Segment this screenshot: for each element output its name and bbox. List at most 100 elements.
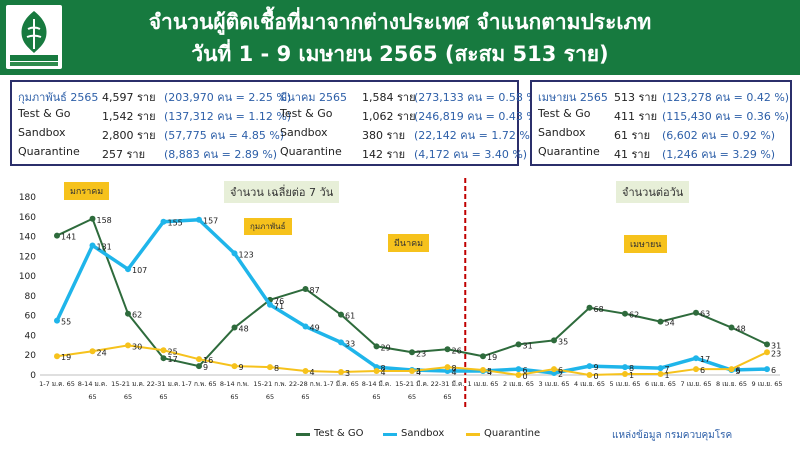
summary-label: Sandbox <box>538 126 586 139</box>
data-label-tg: 48 <box>239 325 249 334</box>
month-label-apr: เมษายน <box>624 235 668 253</box>
data-label-sb: 6 <box>523 366 528 375</box>
data-label-tg: 63 <box>700 310 710 319</box>
month-label-mar: มีนาคม <box>388 234 430 252</box>
x-tick-label: 1 เม.ย. 65 <box>468 380 499 388</box>
data-label-tg: 17 <box>168 355 178 364</box>
data-point-tg <box>125 310 131 317</box>
data-point-qt <box>693 366 699 373</box>
legend-swatch-test-go <box>296 433 310 436</box>
data-label-tg: 87 <box>310 286 320 295</box>
page-subtitle: วันที่ 1 - 9 เมษายน 2565 (สะสม 513 ราย) <box>191 42 609 66</box>
data-point-sb <box>764 366 770 373</box>
summary-count: 411 ราย <box>614 110 658 123</box>
data-point-qt <box>373 368 380 375</box>
y-tick-label: 20 <box>25 351 37 361</box>
legend-test-go: Test & GO <box>314 428 364 439</box>
data-label-tg: 61 <box>345 312 355 321</box>
data-point-sb <box>515 366 522 373</box>
data-label-qt: 6 <box>736 366 741 375</box>
y-tick-label: 0 <box>30 371 36 381</box>
summary-count: 513 ราย <box>614 91 658 104</box>
data-point-qt <box>196 356 202 363</box>
weekly-average-label: จำนวน เฉลี่ยต่อ 7 วัน <box>224 181 340 203</box>
data-label-tg: 23 <box>416 349 426 358</box>
data-point-qt <box>515 372 522 378</box>
data-label-tg: 62 <box>132 311 142 320</box>
summary-label: กุมภาพันธ์ 2565 <box>18 91 99 104</box>
data-label-qt: 9 <box>239 363 244 372</box>
data-point-sb <box>231 250 238 257</box>
data-label-qt: 8 <box>274 364 279 373</box>
summary-detail: (203,970 คน = 2.25 %) <box>164 91 292 104</box>
data-label-qt: 1 <box>665 371 670 380</box>
summary-label: มีนาคม 2565 <box>280 91 348 104</box>
x-tick-label: 7 เม.ย. 65 <box>681 380 712 388</box>
x-tick-label: 9 เม.ย. 65 <box>752 380 783 388</box>
data-point-qt <box>302 368 309 375</box>
data-point-qt <box>586 372 593 378</box>
data-point-qt <box>657 371 664 378</box>
x-tick-label: 65 <box>88 393 96 401</box>
data-label-sb: 5 <box>416 367 421 376</box>
data-point-sb <box>338 339 344 346</box>
data-point-tg <box>338 311 344 318</box>
data-point-sb <box>54 317 60 324</box>
summary-detail: (246,819 คน = 0.43 %) <box>414 110 542 123</box>
data-label-qt: 25 <box>168 347 178 356</box>
data-label-sb: 49 <box>310 324 320 333</box>
summary-count: 4,597 ราย <box>102 91 156 104</box>
data-label-tg: 54 <box>665 319 675 328</box>
data-point-sb <box>657 365 664 372</box>
x-tick-label: 65 <box>408 393 416 401</box>
data-label-qt: 4 <box>381 368 386 377</box>
data-label-sb: 55 <box>61 318 71 327</box>
data-point-qt <box>89 348 96 355</box>
y-tick-label: 60 <box>25 312 37 322</box>
data-point-tg <box>480 353 486 360</box>
data-point-tg <box>196 363 202 370</box>
data-label-qt: 6 <box>700 366 705 375</box>
data-label-tg: 31 <box>771 341 781 350</box>
data-label-sb: 33 <box>345 339 355 348</box>
data-label-qt: 0 <box>523 372 528 381</box>
data-point-qt <box>160 347 167 354</box>
x-tick-label: 65 <box>301 393 309 401</box>
data-label-sb: 6 <box>771 366 776 375</box>
data-point-tg <box>54 232 60 239</box>
data-point-sb <box>302 323 309 330</box>
data-label-tg: 68 <box>594 305 604 314</box>
summary-label: Quarantine <box>280 145 342 158</box>
data-label-tg: 76 <box>274 297 284 306</box>
x-tick-label: 8 เม.ย. 65 <box>716 380 747 388</box>
data-point-sb <box>622 364 628 371</box>
x-tick-label: 65 <box>159 393 167 401</box>
data-point-qt <box>622 371 628 378</box>
x-tick-label: 1-7 ม.ค. 65 <box>39 380 75 388</box>
summary-label: Test & Go <box>18 107 71 120</box>
x-tick-label: 65 <box>230 393 238 401</box>
data-point-tg <box>728 324 735 331</box>
summary-box-feb-mar: กุมภาพันธ์ 2565 4,597 ราย (203,970 คน = … <box>10 80 541 166</box>
data-label-sb: 4 <box>452 368 457 377</box>
data-point-tg <box>444 346 451 353</box>
x-tick-label: 5 เม.ย. 65 <box>610 380 641 388</box>
summary-label: Sandbox <box>280 126 328 139</box>
data-label-tg: 9 <box>203 363 208 372</box>
data-point-sb <box>267 301 273 308</box>
data-point-sb <box>89 242 96 249</box>
x-tick-label: 65 <box>443 393 451 401</box>
data-label-qt: 8 <box>452 364 457 373</box>
data-point-qt <box>54 353 60 360</box>
data-label-qt: 30 <box>132 342 142 351</box>
x-tick-label: 8-14 มี.ค. <box>362 380 392 388</box>
data-label-tg: 48 <box>736 325 746 334</box>
data-point-tg <box>89 215 96 222</box>
summary-count: 1,062 ราย <box>362 110 416 123</box>
data-label-tg: 31 <box>523 341 533 350</box>
x-tick-label: 22-31 ม.ค. <box>147 380 181 388</box>
y-tick-label: 120 <box>19 252 36 262</box>
data-label-qt: 16 <box>203 356 213 365</box>
x-tick-label: 15-21 ม.ค. <box>111 380 145 388</box>
data-point-sb <box>586 363 593 370</box>
